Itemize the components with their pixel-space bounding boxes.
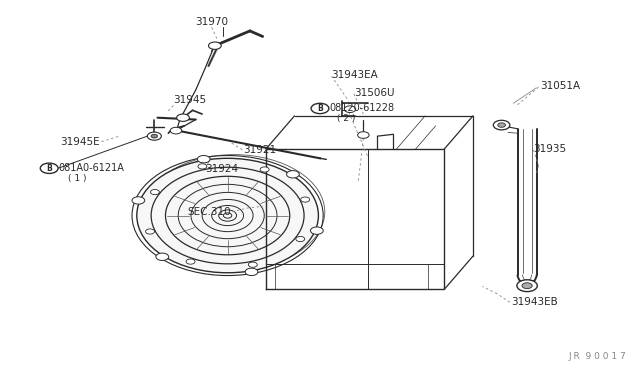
Ellipse shape — [137, 158, 319, 273]
Text: 31924: 31924 — [205, 164, 239, 174]
Circle shape — [147, 132, 161, 140]
Circle shape — [287, 171, 300, 178]
Circle shape — [177, 114, 189, 121]
Circle shape — [245, 268, 258, 276]
Circle shape — [311, 103, 329, 113]
Circle shape — [156, 253, 169, 260]
Text: 31051A: 31051A — [540, 81, 580, 91]
Text: SEC.310: SEC.310 — [187, 207, 231, 217]
Text: ( 1 ): ( 1 ) — [68, 174, 87, 183]
Text: 31945E: 31945E — [61, 137, 100, 147]
Circle shape — [198, 164, 207, 169]
Circle shape — [145, 229, 154, 234]
Circle shape — [150, 189, 159, 195]
Circle shape — [358, 132, 369, 138]
Circle shape — [186, 259, 195, 264]
Circle shape — [248, 262, 257, 267]
Text: 31945: 31945 — [173, 95, 207, 105]
Circle shape — [493, 120, 510, 130]
Text: B: B — [317, 104, 323, 113]
Text: 31921: 31921 — [244, 145, 276, 155]
Circle shape — [260, 167, 269, 172]
Circle shape — [301, 197, 310, 202]
Circle shape — [40, 163, 58, 173]
Circle shape — [517, 280, 538, 292]
Circle shape — [197, 155, 210, 163]
Circle shape — [151, 134, 157, 138]
Circle shape — [132, 197, 145, 204]
Circle shape — [498, 123, 506, 127]
Circle shape — [209, 42, 221, 49]
Circle shape — [310, 227, 323, 234]
Circle shape — [522, 283, 532, 289]
Circle shape — [170, 127, 182, 134]
Text: J R  9 0 0 1 7: J R 9 0 0 1 7 — [568, 352, 626, 361]
Text: 31506U: 31506U — [354, 88, 394, 98]
Text: 31935: 31935 — [534, 144, 566, 154]
Text: 081A0-6121A: 081A0-6121A — [59, 163, 125, 173]
Text: ( 2 ): ( 2 ) — [337, 114, 356, 123]
Text: 31943EA: 31943EA — [332, 70, 378, 80]
Text: 31970: 31970 — [195, 17, 228, 27]
Circle shape — [296, 237, 305, 241]
Text: B: B — [46, 164, 52, 173]
Text: 31943EB: 31943EB — [511, 297, 558, 307]
Circle shape — [344, 106, 356, 112]
Text: 08120-61228: 08120-61228 — [330, 103, 395, 113]
